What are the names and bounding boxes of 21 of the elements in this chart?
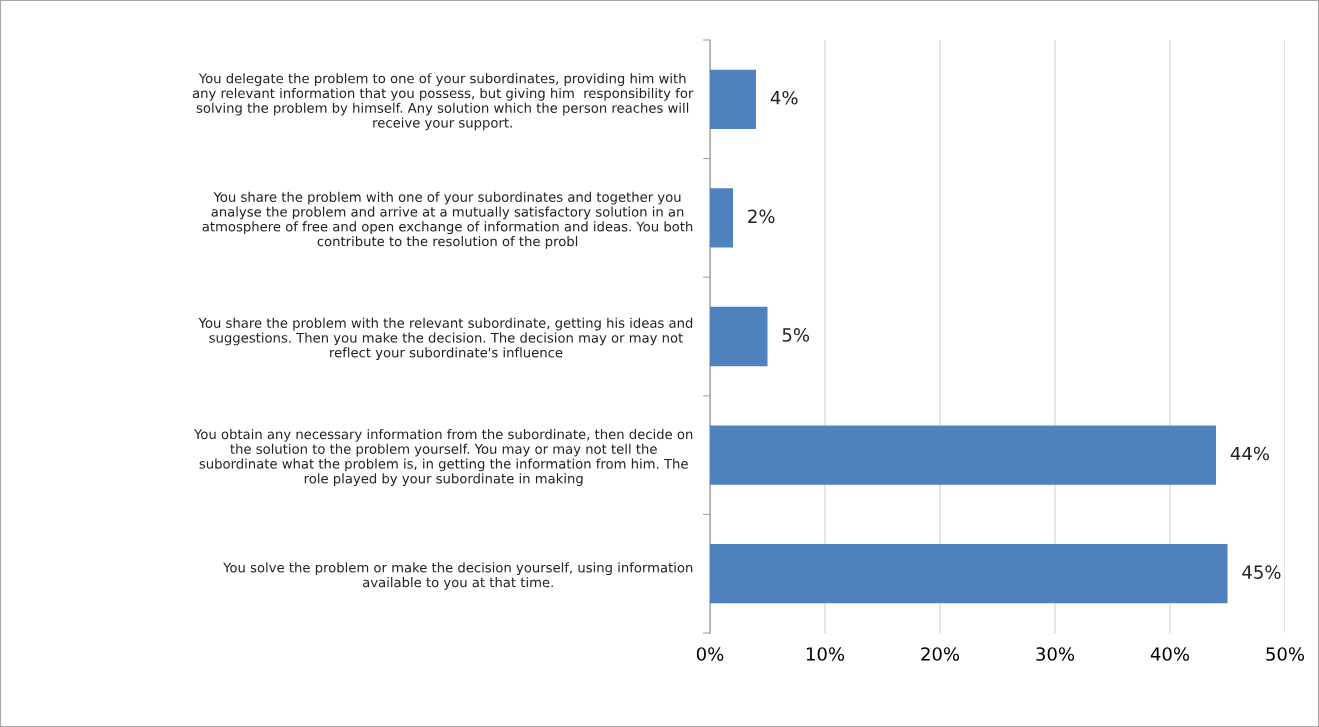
- data-label: 2%: [748, 209, 775, 224]
- y-tick-label: You obtain any necessary information from the subordinate, then decide on the solution to the problem yourself. You may or may not tell the subordinate what the problem is, in getting the information from him. The role played by your subordinate in making: [194, 428, 693, 487]
- y-tick-label: You share the problem with the relevant subordinate, getting his ideas and suggestions. Then you make the decision. The decision may or may not reflect your subordinate's influence: [198, 317, 693, 361]
- x-tick-label: 30%: [1036, 647, 1075, 661]
- data-label: 5%: [782, 328, 810, 342]
- bar: [710, 188, 733, 248]
- bar: [710, 306, 768, 367]
- data-label: 45%: [1242, 565, 1281, 579]
- y-tick-label: You solve the problem or make the decision yourself, using information available to you at that time.: [223, 562, 693, 590]
- bar: [710, 69, 756, 129]
- data-label: 44%: [1230, 446, 1270, 461]
- y-tick-label: You delegate the problem to one of your subordinates, providing him with any relevant information that you possess, but giving him responsibility for solving the problem by himself. Any solution which the person reaches will receive your support.: [192, 73, 694, 131]
- data-label: 4%: [770, 90, 798, 105]
- y-tick-label: You share the problem with one of your subordinates and together you analyse the problem and arrive at a mutually satisfactory solution in an atmosphere of free and open exchange of information and ideas. You both contribute to the resolution of the probl: [202, 191, 693, 249]
- x-tick-label: 40%: [1150, 647, 1190, 661]
- x-tick-label: 50%: [1266, 647, 1305, 661]
- bar: [710, 544, 1228, 604]
- x-tick-label: 10%: [806, 647, 845, 661]
- x-tick-label: 0%: [696, 647, 724, 661]
- x-tick-label: 20%: [921, 647, 960, 661]
- bar: [710, 425, 1216, 485]
